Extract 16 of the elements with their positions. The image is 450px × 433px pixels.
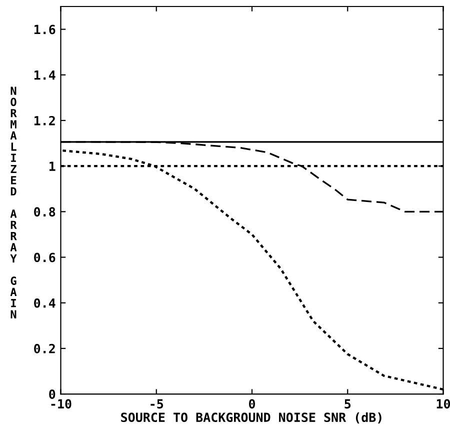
x-tick-label: 0 <box>248 399 256 409</box>
x-tick-label: -10 <box>51 399 72 409</box>
y-tick-label: 1.4 <box>34 70 56 80</box>
y-tick-label: 1.2 <box>34 116 55 126</box>
y-tick-label: 0.8 <box>34 207 56 217</box>
x-axis-title: SOURCE TO BACKGROUND NOISE SNR (dB) <box>121 412 382 424</box>
text: NORMALIZED ARRAY GAIN <box>10 86 17 318</box>
x-tick-label: -5 <box>150 399 164 409</box>
y-tick-label: 1 <box>50 162 56 171</box>
y-tick-label: 1.6 <box>34 24 56 34</box>
y-tick-label: 0.2 <box>34 344 55 354</box>
x-tick-label: 10 <box>436 399 450 409</box>
y-tick-label: 0.4 <box>34 298 56 308</box>
y-tick-label: 0 <box>49 390 56 399</box>
y-tick-label: 0.6 <box>34 252 56 262</box>
x-tick-label: 5 <box>344 399 351 409</box>
